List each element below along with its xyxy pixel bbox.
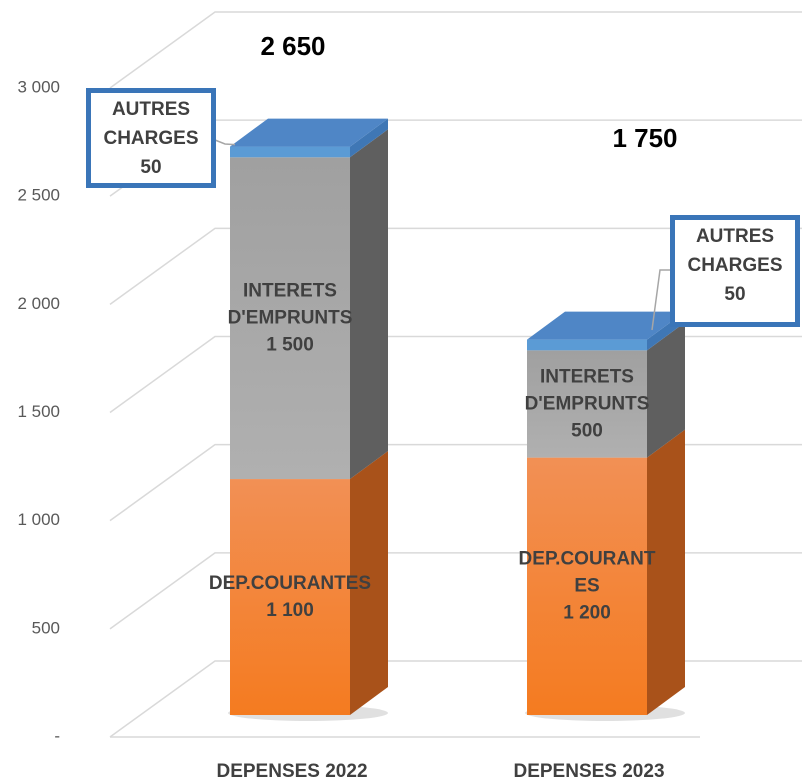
series-name: DEP.COURANTES xyxy=(518,548,656,597)
y-tick-label: 500 xyxy=(32,618,60,637)
series-name: INTERETS D'EMPRUNTS xyxy=(227,280,353,329)
value-label: 1 500 xyxy=(266,334,314,356)
bar-side xyxy=(647,429,685,715)
bar-segment xyxy=(230,157,350,480)
total-label: 2 650 xyxy=(260,31,325,61)
segment-label: DEP.COURANTES 1 100 xyxy=(190,570,390,624)
bar-top xyxy=(527,311,685,340)
bar-side xyxy=(350,451,388,715)
bar-segment xyxy=(527,457,647,715)
value-label: 500 xyxy=(571,420,603,442)
value-label: 1 100 xyxy=(266,600,314,622)
bar-segment xyxy=(230,479,350,715)
bar-side xyxy=(350,129,388,480)
total-label: 1 750 xyxy=(612,123,677,153)
leader-line xyxy=(214,139,236,146)
value-label: 1 200 xyxy=(563,602,611,624)
y-tick-label: 1 000 xyxy=(17,510,60,529)
annotation-box: AUTRES CHARGES 50 xyxy=(670,215,800,327)
bar-top xyxy=(230,118,388,147)
bar-segment xyxy=(527,350,647,458)
series-name: AUTRES CHARGES xyxy=(103,99,199,149)
value-label: 50 xyxy=(724,284,746,305)
bar-segment xyxy=(230,146,350,158)
y-tick-label: - xyxy=(54,726,60,745)
series-name: DEP.COURANTES xyxy=(208,573,372,595)
segment-label: DEP.COURANTES 1 200 xyxy=(517,546,657,627)
bar-side xyxy=(647,322,685,458)
segment-label: INTERETS D'EMPRUNTS 1 500 xyxy=(190,278,390,359)
bar-side xyxy=(350,118,388,158)
y-tick-label: 2 500 xyxy=(17,186,60,205)
segment-label: INTERETS D'EMPRUNTS 500 xyxy=(517,363,657,444)
series-name: INTERETS D'EMPRUNTS xyxy=(524,366,650,415)
y-tick-label: 3 000 xyxy=(17,77,60,96)
value-label: 50 xyxy=(140,157,162,178)
grid-line xyxy=(109,660,802,738)
bar-segment xyxy=(527,339,647,351)
y-tick-label: 2 000 xyxy=(17,294,60,313)
annotation-box: AUTRES CHARGES 50 xyxy=(86,88,216,188)
y-tick-label: 1 500 xyxy=(17,402,60,421)
x-tick-label: DEPENSES 2022 xyxy=(216,761,367,782)
series-name: AUTRES CHARGES xyxy=(687,226,783,276)
x-tick-label: DEPENSES 2023 xyxy=(513,761,664,782)
grid-line xyxy=(109,227,802,305)
grid-line xyxy=(109,443,802,522)
leader-line xyxy=(651,269,670,331)
grid-line xyxy=(109,11,802,89)
